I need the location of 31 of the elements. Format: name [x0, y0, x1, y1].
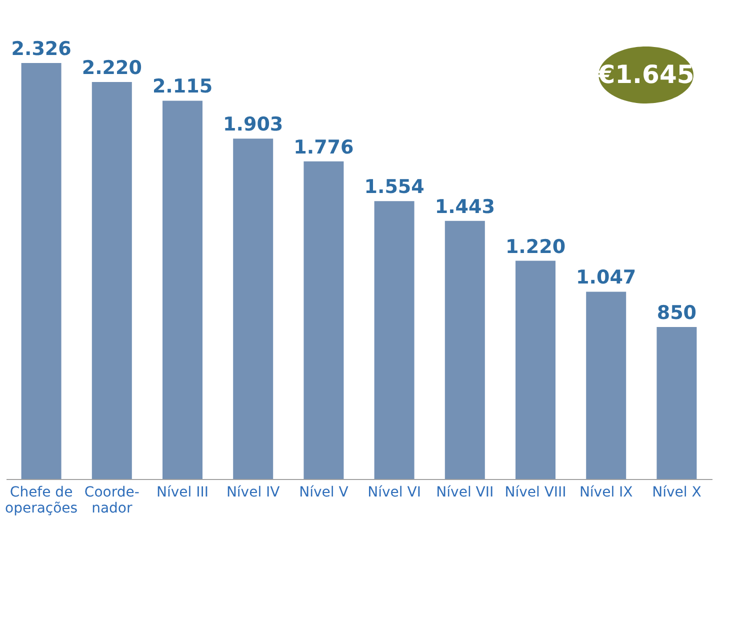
- bar: [586, 292, 626, 479]
- x-tick-label: Nível VI: [368, 484, 421, 500]
- bar: [21, 63, 62, 479]
- bar: [92, 82, 132, 479]
- data-label: 2.220: [82, 56, 142, 79]
- bar: [162, 100, 202, 479]
- data-label: 2.326: [11, 38, 72, 60]
- annotation: €1.645: [596, 60, 694, 89]
- data-label: 1.903: [223, 114, 284, 136]
- bar: [444, 220, 485, 479]
- bar: [656, 326, 697, 479]
- data-label: 1.047: [576, 266, 636, 289]
- x-tick-label: Chefe de operações: [5, 484, 78, 516]
- data-label: 2.115: [152, 76, 213, 98]
- x-tick-label: Coorde- nador: [84, 484, 140, 516]
- data-label: 1.220: [505, 236, 566, 258]
- x-tick-label: Nível IV: [226, 484, 280, 500]
- x-tick-label: Nível V: [299, 484, 349, 500]
- x-tick-label: Nível IX: [579, 484, 634, 500]
- x-tick-label: Nível III: [156, 484, 208, 500]
- bar: [516, 260, 556, 479]
- data-label: 1.554: [364, 176, 424, 198]
- x-tick-label: Nível X: [652, 484, 702, 500]
- x-tick-label: Nível VII: [436, 484, 494, 500]
- bar: [233, 138, 274, 479]
- bar: [304, 161, 344, 479]
- data-label: 1.443: [434, 196, 495, 218]
- data-label: 1.776: [294, 136, 354, 158]
- bar: [374, 201, 414, 479]
- x-tick-label: Nível VIII: [504, 484, 566, 500]
- data-label: 850: [656, 302, 697, 324]
